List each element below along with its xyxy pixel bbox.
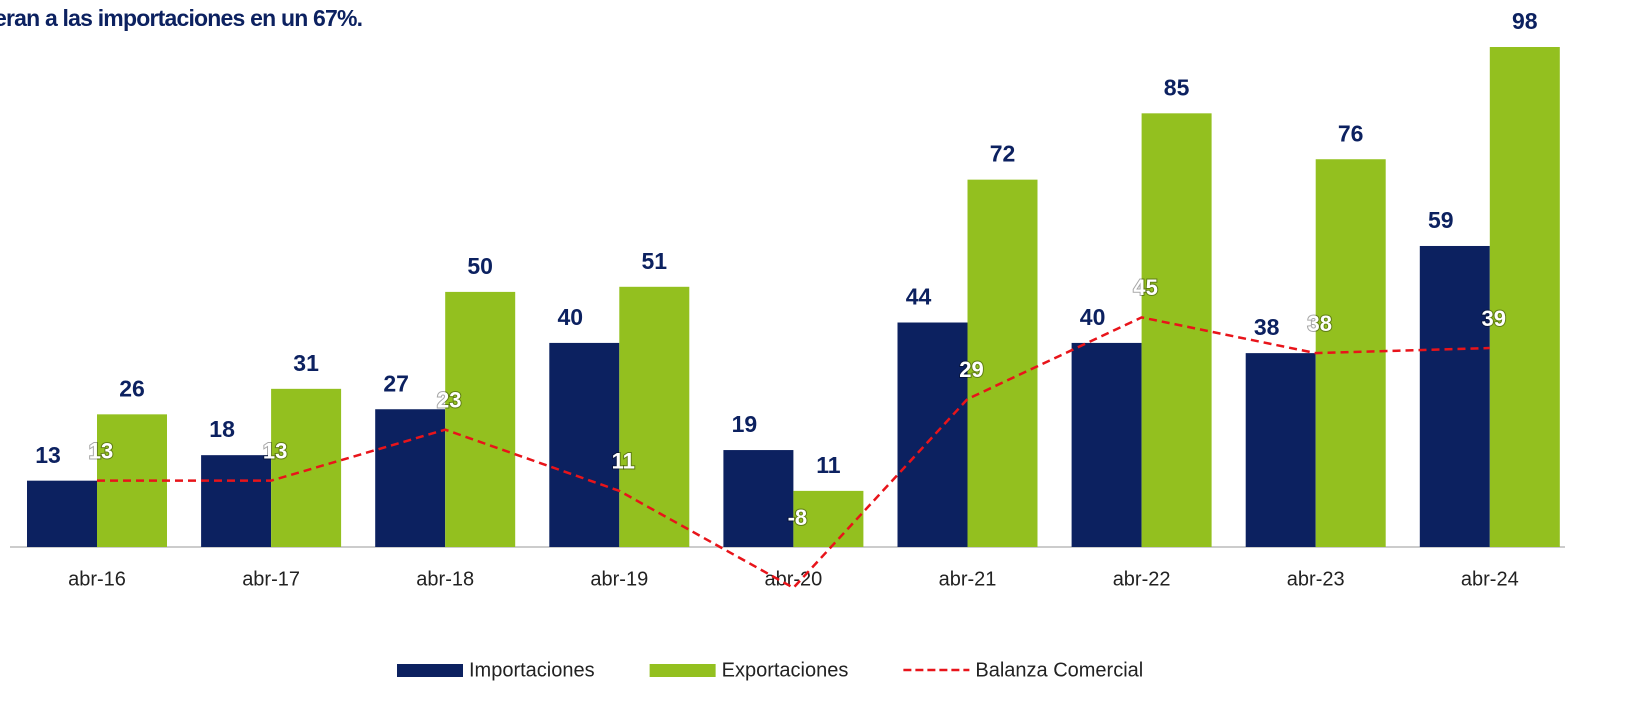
legend-label: Exportaciones (722, 659, 849, 681)
value-label: 50 (467, 253, 493, 279)
value-label: 59 (1428, 207, 1454, 233)
value-label: 40 (558, 304, 584, 330)
value-label: 13 (35, 442, 61, 468)
value-label: 39 (1482, 306, 1506, 331)
bar (1419, 245, 1490, 547)
bar (619, 286, 690, 547)
value-label: 44 (906, 284, 932, 310)
value-label: 38 (1307, 311, 1331, 336)
bar (793, 490, 864, 547)
value-label: 38 (1254, 314, 1280, 340)
value-label: 13 (263, 438, 287, 463)
x-tick-label: abr-20 (764, 568, 822, 590)
legend-label: Importaciones (469, 659, 595, 681)
bar (1071, 342, 1142, 547)
value-label: 40 (1080, 304, 1106, 330)
value-label: 13 (89, 438, 113, 463)
value-label: 26 (119, 375, 145, 401)
value-label: 23 (437, 387, 461, 412)
bar (1489, 47, 1560, 547)
value-label: 27 (383, 370, 409, 396)
value-label: 31 (293, 350, 319, 376)
x-tick-label: abr-16 (68, 568, 126, 590)
bar (723, 450, 794, 547)
value-label: 45 (1133, 275, 1157, 300)
legend-swatch (649, 664, 716, 677)
bar (967, 179, 1038, 547)
bar (549, 342, 620, 547)
value-label: 18 (209, 416, 235, 442)
bar (445, 291, 516, 547)
value-label: 29 (959, 357, 983, 382)
value-label: 72 (990, 141, 1016, 167)
value-label: 98 (1512, 8, 1538, 34)
bar (271, 388, 342, 547)
x-tick-label: abr-17 (242, 568, 300, 590)
x-tick-label: abr-24 (1461, 568, 1519, 590)
line (97, 316, 1490, 590)
x-tick-label: abr-22 (1113, 568, 1171, 590)
value-label: 76 (1338, 120, 1364, 146)
legend-label: Balanza Comercial (975, 659, 1143, 681)
legend-swatch (397, 664, 463, 677)
x-tick-label: abr-23 (1287, 568, 1345, 590)
value-label: 85 (1164, 74, 1190, 100)
value-label: 11 (816, 452, 841, 478)
x-tick-label: abr-21 (939, 568, 997, 590)
x-tick-label: abr-19 (590, 568, 648, 590)
x-tick-label: abr-18 (416, 568, 474, 590)
chart-title: eran a las importaciones en un 67%. (0, 5, 362, 31)
bar (1245, 353, 1316, 547)
bar (897, 322, 968, 547)
value-label: -8 (788, 505, 808, 530)
bar (27, 480, 97, 547)
value-label: 19 (732, 411, 758, 437)
value-label: 11 (612, 449, 635, 474)
bar (201, 455, 272, 547)
value-label: 51 (642, 248, 668, 274)
bar (1315, 159, 1386, 547)
bar (375, 409, 446, 547)
